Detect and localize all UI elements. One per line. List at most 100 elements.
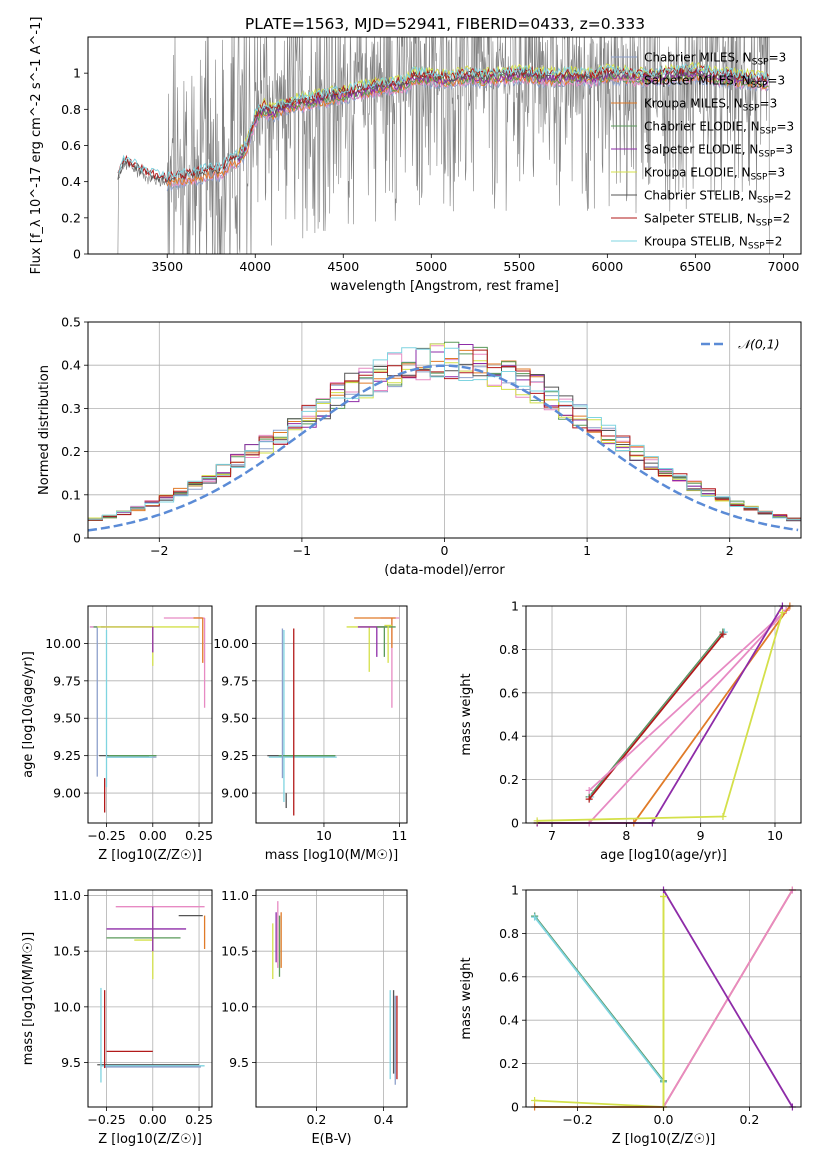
spectrum-data-line <box>117 37 770 254</box>
massweight_vs_Z-ytick-label: 0.2 <box>499 1056 519 1071</box>
mass_vs_ebv-ytick-label: 10.0 <box>221 999 249 1014</box>
mass_vs_Z-ytick-label: 10.5 <box>53 944 81 959</box>
residuals-xlabel: (data-model)/error <box>384 563 505 578</box>
age_vs_mass-xtick-label: 11 <box>391 828 407 843</box>
massweight_vs_age-ytick-label: 0.4 <box>499 729 519 744</box>
legend-label: Kroupa ELODIE, NSSP=3 <box>644 166 785 183</box>
spectrum-ytick-label: 0.8 <box>61 102 81 117</box>
data-point-marker <box>531 1096 539 1104</box>
residuals-ytick-label: 0 <box>73 531 81 546</box>
age_vs_Z-ytick-label: 10.00 <box>45 636 81 651</box>
massweight_vs_age-xtick-label: 8 <box>622 828 630 843</box>
mass-weight-line <box>662 889 794 1108</box>
age_vs_Z-xtick-label: −0.25 <box>87 828 125 843</box>
age_vs_Z-ytick-label: 9.50 <box>53 711 81 726</box>
mass_vs_Z-xtick-label: 0.25 <box>185 1112 213 1127</box>
massweight_vs_age-ytick-label: 0 <box>511 816 519 831</box>
residuals-ylabel: Normed distribution <box>37 365 52 495</box>
spectrum-model-line <box>166 72 770 187</box>
mass_vs_ebv-panel: 0.2 0.4 9.5 10.0 10.5 11.0 E(B-V) <box>221 888 408 1147</box>
mass_vs_ebv-frame <box>255 889 408 1108</box>
mass_vs_ebv-ytick-label: 11.0 <box>221 888 249 903</box>
residuals-ytick-label: 0.3 <box>61 401 81 416</box>
massweight_vs_Z-ytick-label: 0.6 <box>499 969 519 984</box>
spectrum-xtick-label: 6500 <box>679 259 711 274</box>
residuals-ytick-label: 0.1 <box>61 487 81 502</box>
figure-title: PLATE=1563, MJD=52941, FIBERID=0433, z=0… <box>245 15 645 33</box>
age_vs_Z-frame <box>87 605 213 824</box>
massweight_vs_Z-xtick-label: −0.2 <box>562 1112 592 1127</box>
massweight_vs_Z-xlabel: Z [log10(Z/Z☉)] <box>612 1132 716 1147</box>
massweight_vs_age-ylabel: mass weight <box>459 673 474 755</box>
mass_vs_Z-xtick-label: 0.00 <box>139 1112 167 1127</box>
data-point-marker <box>660 893 667 901</box>
massweight_vs_age-xtick-label: 10 <box>767 828 783 843</box>
mass_vs_ebv-xlabel: E(B-V) <box>311 1132 351 1147</box>
age_vs_mass-ytick-label: 9.50 <box>221 711 249 726</box>
residuals-ytick-label: 0.4 <box>61 358 81 373</box>
residuals-xtick-label: 0 <box>441 543 449 558</box>
spectrum-ytick-label: 1 <box>73 66 81 81</box>
mass_vs_Z-xlabel: Z [log10(Z/Z☉)] <box>98 1132 202 1147</box>
spectrum-xtick-label: 6000 <box>591 259 623 274</box>
age_vs_Z-xtick-label: 0.00 <box>139 828 167 843</box>
legend-label: Salpeter STELIB, NSSP=2 <box>644 212 790 229</box>
data-point-marker <box>719 630 727 638</box>
age_vs_mass-xlabel: mass [log10(M/M☉)] <box>265 848 398 863</box>
massweight_vs_Z-ylabel: mass weight <box>459 957 474 1039</box>
spectrum-ytick-label: 0.6 <box>61 138 81 153</box>
spectrum-ytick-label: 0.2 <box>61 210 81 225</box>
mass_vs_Z-ytick-label: 11.0 <box>53 888 81 903</box>
spectrum-xtick-label: 5000 <box>415 259 447 274</box>
mass-weight-line <box>588 609 787 792</box>
massweight_vs_age-ytick-label: 1 <box>511 599 519 614</box>
spectrum-xtick-label: 7000 <box>767 259 799 274</box>
spectrum-model-line <box>117 64 769 183</box>
massweight_vs_Z-ytick-label: 0.8 <box>499 926 519 941</box>
mass-weight-line <box>534 896 665 1108</box>
spectrum-xtick-label: 4000 <box>239 259 271 274</box>
data-point-marker <box>585 795 593 803</box>
residual-histogram <box>88 347 801 520</box>
spectrum-xtick-label: 5500 <box>503 259 535 274</box>
legend-label: 𝒩(0,1) <box>738 337 780 352</box>
age_vs_mass-xtick-label: 10 <box>316 828 332 843</box>
legend-label: Chabrier ELODIE, NSSP=3 <box>644 120 794 137</box>
spectrum-xtick-label: 3500 <box>151 259 183 274</box>
age_vs_Z-ytick-label: 9.75 <box>53 673 81 688</box>
mass-weight-line <box>588 633 724 800</box>
legend-label: Chabrier STELIB, NSSP=2 <box>644 189 792 206</box>
mass_vs_Z-xtick-label: −0.25 <box>87 1112 125 1127</box>
age_vs_mass-ytick-label: 9.75 <box>221 673 249 688</box>
massweight_vs_age-xtick-label: 7 <box>548 828 556 843</box>
mass_vs_Z-panel: −0.25 0.00 0.25 9.5 10.0 10.5 11.0 Z [log10(Z/Z… <box>21 888 213 1147</box>
residuals-panel: −2 −1 0 1 2 0 0.1 0.2 0.3 0.4 0.5 (data-model)/erro… <box>37 315 802 578</box>
spectrum-xtick-label: 4500 <box>327 259 359 274</box>
massweight_vs_age-ytick-label: 0.2 <box>499 772 519 787</box>
mass-weight-line <box>533 916 665 1083</box>
residuals-xtick-label: 2 <box>726 543 734 558</box>
mass_vs_ebv-xtick-label: 0.2 <box>306 1112 326 1127</box>
age_vs_Z-ytick-label: 9.00 <box>53 786 81 801</box>
legend-label: Kroupa STELIB, NSSP=2 <box>644 235 782 252</box>
massweight_vs_age-ytick-label: 0.8 <box>499 642 519 657</box>
mass_vs_ebv-ytick-label: 10.5 <box>221 944 249 959</box>
mass_vs_ebv-xtick-label: 0.4 <box>374 1112 394 1127</box>
mass_vs_Z-ylabel: mass [log10(M/M☉)] <box>21 932 36 1065</box>
legend-label: Chabrier MILES, NSSP=3 <box>644 51 786 68</box>
massweight_vs_age-xtick-label: 9 <box>697 828 705 843</box>
mass-weight-line <box>537 609 787 824</box>
data-point-marker <box>778 609 786 617</box>
massweight_vs_age-ytick-label: 0.6 <box>499 685 519 700</box>
massweight_vs_Z-ytick-label: 1 <box>511 883 519 898</box>
gaussian-reference-line <box>88 364 799 532</box>
residuals-xtick-label: −2 <box>150 543 168 558</box>
massweight_vs_Z-ytick-label: 0 <box>511 1100 519 1115</box>
spectrum-ytick-label: 0.4 <box>61 174 81 189</box>
massweight_vs_Z-ytick-label: 0.4 <box>499 1013 519 1028</box>
age_vs_mass-ytick-label: 9.25 <box>221 748 249 763</box>
spectrum-ytick-label: 0 <box>73 247 81 262</box>
age_vs_Z-ytick-label: 9.25 <box>53 748 81 763</box>
data-point-marker <box>585 786 593 794</box>
residuals-xtick-label: 1 <box>583 543 591 558</box>
